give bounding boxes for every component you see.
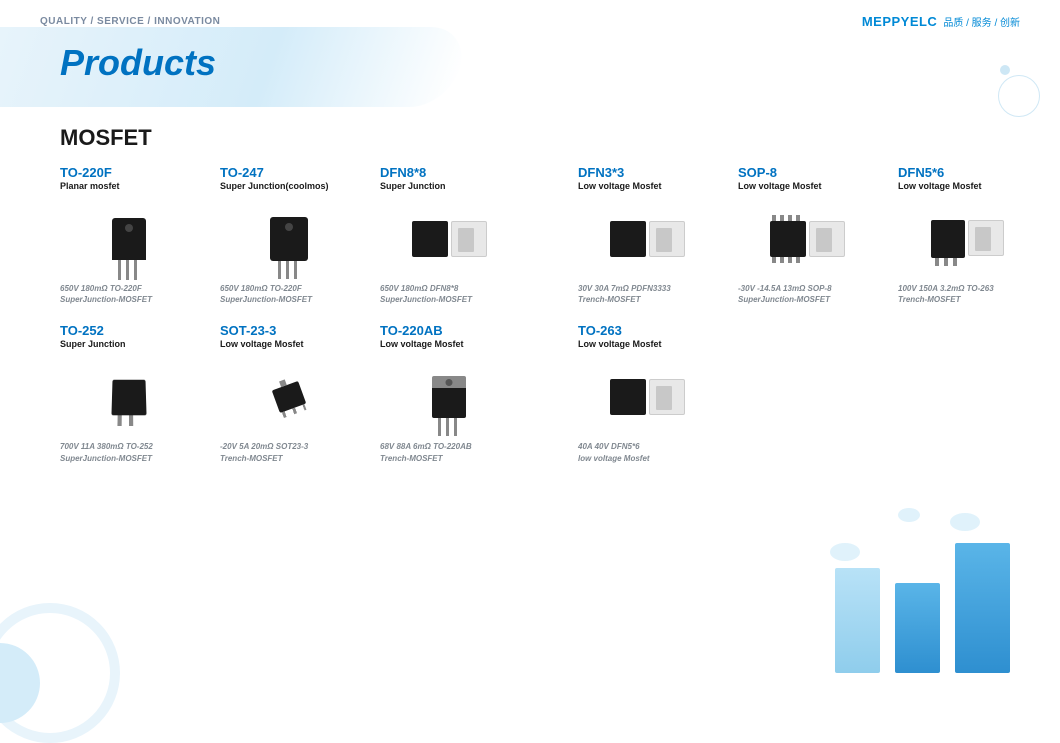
spec-text: -30V -14.5A 13mΩ SOP-8SuperJunction-MOSF… — [738, 283, 876, 305]
spec-text: 650V 180mΩ DFN8*8SuperJunction-MOSFET — [380, 283, 518, 305]
product-card: SOP-8Low voltage Mosfet -30V -14.5A 13mΩ … — [738, 165, 876, 305]
package-subtitle: Super Junction — [380, 181, 518, 191]
component-icon — [60, 357, 198, 437]
component-icon — [738, 199, 876, 279]
product-card: DFN3*3Low voltage Mosfet 30V 30A 7mΩ PDFN… — [578, 165, 716, 305]
product-row: TO-220FPlanar mosfet 650V 180mΩ TO-220FSu… — [60, 165, 518, 305]
product-grid: TO-220FPlanar mosfet 650V 180mΩ TO-220FSu… — [0, 165, 1060, 482]
page-title: Products — [0, 37, 1060, 84]
component-icon — [220, 199, 358, 279]
package-name: TO-220F — [60, 165, 198, 180]
product-card: SOT-23-3Low voltage Mosfet -20V 5A 20mΩ S… — [220, 323, 358, 463]
spec-text: 650V 180mΩ TO-220FSuperJunction-MOSFET — [220, 283, 358, 305]
component-icon — [578, 199, 716, 279]
product-card: TO-247Super Junction(coolmos) 650V 180mΩ … — [220, 165, 358, 305]
package-name: DFN5*6 — [898, 165, 1036, 180]
slogan: 品质 / 服务 / 创新 — [943, 14, 1020, 29]
right-column: DFN3*3Low voltage Mosfet30V 30A 7mΩ PDFN… — [578, 165, 1036, 482]
spec-text: 40A 40V DFN5*6low voltage Mosfet — [578, 441, 716, 463]
product-card: TO-220ABLow voltage Mosfet 68V 88A 6mΩ TO… — [380, 323, 518, 463]
package-name: DFN3*3 — [578, 165, 716, 180]
product-row: TO-263Low voltage Mosfet 40A 40V DFN5*6lo… — [578, 323, 1036, 463]
package-name: TO-220AB — [380, 323, 518, 338]
package-subtitle: Low voltage Mosfet — [898, 181, 1036, 191]
spec-text: 650V 180mΩ TO-220FSuperJunction-MOSFET — [60, 283, 198, 305]
product-row: TO-252Super Junction 700V 11A 380mΩ TO-25… — [60, 323, 518, 463]
spec-text: 68V 88A 6mΩ TO-220ABTrench-MOSFET — [380, 441, 518, 463]
brand: MEPPYELC 品质 / 服务 / 创新 — [862, 14, 1020, 29]
package-name: SOP-8 — [738, 165, 876, 180]
package-subtitle: Low voltage Mosfet — [578, 339, 716, 349]
product-card: DFN5*6Low voltage Mosfet 100V 150A 3.2mΩ … — [898, 165, 1036, 305]
package-subtitle: Planar mosfet — [60, 181, 198, 191]
package-subtitle: Super Junction — [60, 339, 198, 349]
spec-text: 100V 150A 3.2mΩ TO-263Trench-MOSFET — [898, 283, 1036, 305]
package-subtitle: Low voltage Mosfet — [380, 339, 518, 349]
package-name: SOT-23-3 — [220, 323, 358, 338]
decoration-left — [0, 603, 120, 743]
package-subtitle: Low voltage Mosfet — [738, 181, 876, 191]
package-subtitle: Low voltage Mosfet — [220, 339, 358, 349]
package-name: TO-252 — [60, 323, 198, 338]
product-card: TO-252Super Junction 700V 11A 380mΩ TO-25… — [60, 323, 198, 463]
left-column: TO-220FPlanar mosfet 650V 180mΩ TO-220FSu… — [60, 165, 518, 482]
hero-banner: Products — [0, 37, 1060, 97]
package-name: DFN8*8 — [380, 165, 518, 180]
spec-text: 30V 30A 7mΩ PDFN3333Trench-MOSFET — [578, 283, 716, 305]
product-row: DFN3*3Low voltage Mosfet30V 30A 7mΩ PDFN… — [578, 165, 1036, 305]
section-heading: MOSFET — [0, 97, 1060, 165]
package-subtitle: Low voltage Mosfet — [578, 181, 716, 191]
tagline: QUALITY / SERVICE / INNOVATION — [40, 16, 220, 27]
package-name: TO-263 — [578, 323, 716, 338]
component-icon — [380, 199, 518, 279]
spec-text: -20V 5A 20mΩ SOT23-3Trench-MOSFET — [220, 441, 358, 463]
component-icon — [60, 199, 198, 279]
package-subtitle: Super Junction(coolmos) — [220, 181, 358, 191]
product-card: TO-220FPlanar mosfet 650V 180mΩ TO-220FSu… — [60, 165, 198, 305]
product-card: TO-263Low voltage Mosfet 40A 40V DFN5*6lo… — [578, 323, 716, 463]
product-card: DFN8*8Super Junction 650V 180mΩ DFN8*8Sup… — [380, 165, 518, 305]
spec-text: 700V 11A 380mΩ TO-252SuperJunction-MOSFE… — [60, 441, 198, 463]
logo: MEPPYELC — [862, 14, 938, 29]
city-illustration — [760, 503, 1040, 703]
component-icon — [220, 357, 358, 437]
component-icon — [380, 357, 518, 437]
component-icon — [898, 199, 1036, 279]
component-icon — [578, 357, 716, 437]
package-name: TO-247 — [220, 165, 358, 180]
